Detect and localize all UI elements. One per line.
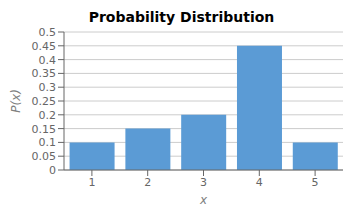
svg-text:3: 3 bbox=[200, 176, 207, 189]
svg-text:1: 1 bbox=[88, 176, 95, 189]
svg-text:0: 0 bbox=[49, 164, 56, 177]
svg-text:0.45: 0.45 bbox=[32, 40, 57, 53]
svg-text:0.15: 0.15 bbox=[32, 123, 57, 136]
svg-text:0.4: 0.4 bbox=[39, 54, 57, 67]
svg-text:2: 2 bbox=[144, 176, 151, 189]
svg-text:4: 4 bbox=[256, 176, 263, 189]
svg-text:0.5: 0.5 bbox=[39, 26, 57, 39]
svg-text:0.2: 0.2 bbox=[39, 109, 57, 122]
svg-text:x: x bbox=[199, 193, 208, 206]
html-text:Probability Distribution: Probability Distribution bbox=[88, 9, 275, 25]
svg-text:0.05: 0.05 bbox=[32, 150, 57, 163]
svg-text:0.1: 0.1 bbox=[39, 136, 57, 149]
svg-text:P(x): P(x) bbox=[9, 89, 23, 113]
svg-text:0.3: 0.3 bbox=[39, 81, 57, 94]
svg-text:5: 5 bbox=[312, 176, 319, 189]
svg-text:0.25: 0.25 bbox=[32, 95, 57, 108]
svg-text:0.35: 0.35 bbox=[32, 67, 57, 80]
